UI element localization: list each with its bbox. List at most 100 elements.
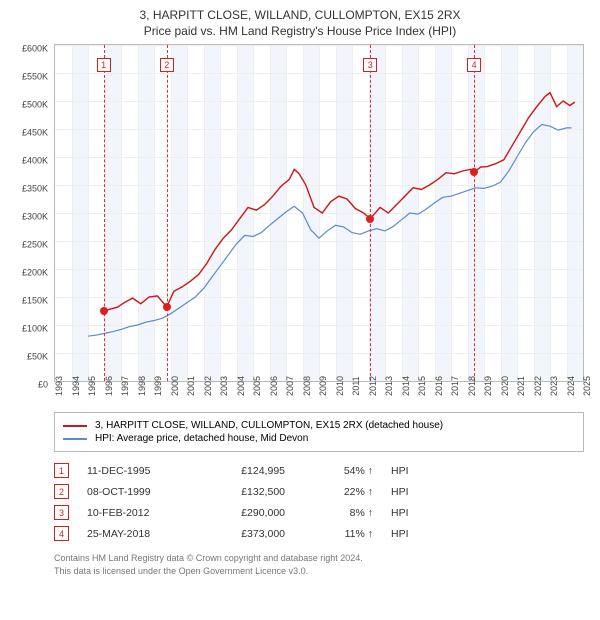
transaction-row: 4 25-MAY-2018 £373,000 11% ↑ HPI [54, 523, 584, 544]
x-axis-label: 1998 [137, 376, 155, 396]
series-line-hpi [88, 125, 571, 337]
series-line-property [104, 93, 575, 311]
transaction-number-box: 2 [54, 484, 69, 499]
x-axis-label: 2018 [467, 376, 485, 396]
y-axis-label: £300K [22, 212, 48, 221]
y-axis: £0£50K£100K£150K£200K£250K£300K£350K£400… [10, 44, 52, 384]
legend-swatch [63, 438, 87, 440]
x-axis-label: 2021 [516, 376, 534, 396]
footer-line: Contains HM Land Registry data © Crown c… [54, 552, 584, 565]
transaction-price: £373,000 [205, 528, 285, 540]
transaction-date: 10-FEB-2012 [87, 507, 187, 519]
title-address: 3, HARPITT CLOSE, WILLAND, CULLOMPTON, E… [10, 8, 590, 22]
y-axis-label: £500K [22, 100, 48, 109]
transaction-marker-box: 4 [467, 58, 481, 72]
transaction-marker-box: 1 [97, 58, 111, 72]
y-axis-label: £400K [22, 156, 48, 165]
x-axis-label: 2000 [170, 376, 188, 396]
x-axis-label: 2009 [318, 376, 336, 396]
transaction-hpi-label: HPI [391, 465, 409, 477]
x-axis-label: 2010 [335, 376, 353, 396]
x-axis: 1993199419951996199719981999200020012002… [54, 382, 584, 404]
x-axis-label: 2013 [384, 376, 402, 396]
x-axis-label: 2025 [582, 376, 600, 396]
legend-swatch [63, 425, 87, 427]
x-axis-label: 2017 [450, 376, 468, 396]
x-axis-label: 2015 [417, 376, 435, 396]
transaction-row: 310-FEB-2012£290,0008% ↑HPI [54, 502, 584, 523]
x-axis-label: 1996 [104, 376, 122, 396]
chart-container: 3, HARPITT CLOSE, WILLAND, CULLOMPTON, E… [0, 0, 600, 587]
transaction-marker-line [474, 45, 475, 381]
x-axis-label: 1995 [87, 376, 105, 396]
x-axis-label: 1993 [54, 376, 72, 396]
y-axis-label: £200K [22, 268, 48, 277]
transaction-row: 2 08-OCT-1999 £132,500 22% ↑ HPI [54, 481, 584, 502]
x-axis-label: 2006 [269, 376, 287, 396]
transaction-marker-line [167, 45, 168, 381]
footer-attribution: Contains HM Land Registry data © Crown c… [54, 552, 584, 577]
x-axis-label: 2022 [533, 376, 551, 396]
y-axis-label: £50K [27, 352, 48, 361]
x-axis-label: 2007 [285, 376, 303, 396]
transaction-hpi-label: HPI [391, 528, 409, 540]
title-subtitle: Price paid vs. HM Land Registry's House … [10, 24, 590, 38]
x-axis-label: 2008 [302, 376, 320, 396]
legend-label: 3, HARPITT CLOSE, WILLAND, CULLOMPTON, E… [95, 420, 443, 431]
transaction-date: 08-OCT-1999 [87, 486, 187, 498]
y-axis-label: £250K [22, 240, 48, 249]
x-axis-label: 2023 [549, 376, 567, 396]
y-axis-label: £600K [22, 44, 48, 53]
transaction-dot [470, 168, 478, 176]
y-axis-label: £450K [22, 128, 48, 137]
transaction-delta: 22% ↑ [303, 486, 373, 498]
transaction-marker-line [104, 45, 105, 381]
x-axis-label: 2005 [252, 376, 270, 396]
transaction-marker-box: 3 [363, 58, 377, 72]
y-axis-label: £0 [38, 380, 48, 389]
chart-lines-svg [55, 45, 583, 381]
transactions-table: 1 11-DEC-1995 £124,995 54% ↑ HPI 2 08-OCT-1999… [54, 460, 584, 544]
x-axis-label: 2003 [219, 376, 237, 396]
transaction-hpi-label: HPI [391, 507, 409, 519]
x-axis-label: 2004 [236, 376, 254, 396]
transaction-delta: 11% ↑ [303, 528, 373, 540]
x-axis-label: 2001 [186, 376, 204, 396]
y-axis-label: £550K [22, 72, 48, 81]
transaction-dot [163, 303, 171, 311]
x-axis-label: 2014 [401, 376, 419, 396]
transaction-hpi-label: HPI [391, 486, 409, 498]
x-axis-label: 1997 [120, 376, 138, 396]
x-axis-label: 1994 [71, 376, 89, 396]
y-axis-label: £350K [22, 184, 48, 193]
transaction-marker-box: 2 [160, 58, 174, 72]
legend-item-property: 3, HARPITT CLOSE, WILLAND, CULLOMPTON, E… [63, 419, 575, 432]
transaction-number-box: 4 [54, 526, 69, 541]
x-axis-label: 2012 [368, 376, 386, 396]
x-axis-label: 2019 [483, 376, 501, 396]
transaction-row: 1 11-DEC-1995 £124,995 54% ↑ HPI [54, 460, 584, 481]
transaction-date: 25-MAY-2018 [87, 528, 187, 540]
transaction-price: £132,500 [205, 486, 285, 498]
transaction-delta: 54% ↑ [303, 465, 373, 477]
transaction-price: £124,995 [205, 465, 285, 477]
y-axis-label: £150K [22, 296, 48, 305]
transaction-date: 11-DEC-1995 [87, 465, 187, 477]
x-axis-label: 2011 [351, 376, 369, 395]
legend: 3, HARPITT CLOSE, WILLAND, CULLOMPTON, E… [54, 412, 584, 452]
transaction-price: £290,000 [205, 507, 285, 519]
x-axis-label: 2002 [203, 376, 221, 396]
legend-label: HPI: Average price, detached house, Mid … [95, 433, 308, 444]
plot-area: 1 2 3 4 [54, 44, 584, 382]
transaction-marker-line [370, 45, 371, 381]
x-axis-label: 2020 [500, 376, 518, 396]
chart-area: £0 £50K £100K £150K £200K £250K £300K £350K £400… [10, 44, 590, 404]
x-axis-label: 1999 [153, 376, 171, 396]
transaction-number-box: 1 [54, 463, 69, 478]
y-axis-label: £100K [22, 324, 48, 333]
x-axis-label: 2024 [566, 376, 584, 396]
footer-line: This data is licensed under the Open Gov… [54, 565, 584, 578]
transaction-dot [366, 215, 374, 223]
title-block: 3, HARPITT CLOSE, WILLAND, CULLOMPTON, E… [10, 8, 590, 38]
x-axis-label: 2016 [434, 376, 452, 396]
